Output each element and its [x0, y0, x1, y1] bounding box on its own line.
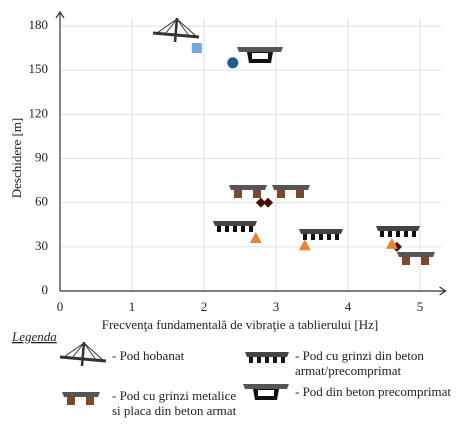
x-axis [60, 286, 447, 296]
x-tick-label: 2 [201, 299, 208, 314]
point [298, 239, 311, 251]
legend-icon-composite [62, 392, 100, 405]
y-tick-label: 0 [42, 282, 49, 297]
legend-icon-box-girder [243, 384, 289, 400]
legend-title: Legenda [11, 329, 57, 344]
y-tick-label: 30 [35, 238, 48, 253]
icon-multi-girder [299, 229, 343, 240]
y-tick-label: 120 [29, 105, 49, 120]
x-tick-label: 1 [129, 299, 136, 314]
point [249, 232, 262, 243]
point [191, 43, 202, 54]
y-tick-label: 60 [35, 194, 48, 209]
legend-icon-cable-stayed [58, 340, 108, 368]
point [263, 197, 274, 208]
x-tick-label: 0 [57, 299, 64, 314]
y-tick-label: 150 [29, 61, 49, 76]
icon-multi-girder [213, 221, 257, 232]
legend-label: - Pod din beton precomprimat [295, 384, 451, 399]
x-tick-label: 4 [345, 299, 352, 314]
x-tick-label: 3 [273, 299, 280, 314]
icon-cable-stayed [151, 16, 201, 44]
y-tick-label: 180 [29, 17, 49, 32]
legend-label: si placa din beton armat [112, 403, 237, 418]
y-tick-label: 90 [35, 149, 48, 164]
icon-composite [272, 185, 310, 198]
icon-composite [397, 252, 435, 265]
legend-icon-multi-girder [245, 352, 289, 363]
point [385, 237, 398, 249]
bridge-icons [151, 16, 435, 265]
icon-composite [229, 185, 267, 198]
point [255, 197, 266, 208]
legend-label: armat/precomprimat [295, 363, 402, 378]
legend-label: - Pod hobanat [112, 348, 185, 363]
x-axis-title: Frecvenţa fundamentală de vibraţie a tab… [102, 317, 379, 332]
legend-label: - Pod cu grinzi din beton [295, 348, 424, 363]
y-axis-title: Deschidere [m] [9, 118, 24, 199]
icon-multi-girder [376, 226, 420, 237]
legend-label: - Pod cu grinzi metalice [112, 388, 236, 403]
y-axis [55, 10, 65, 291]
point [227, 57, 239, 69]
x-tick-label: 5 [417, 299, 424, 314]
